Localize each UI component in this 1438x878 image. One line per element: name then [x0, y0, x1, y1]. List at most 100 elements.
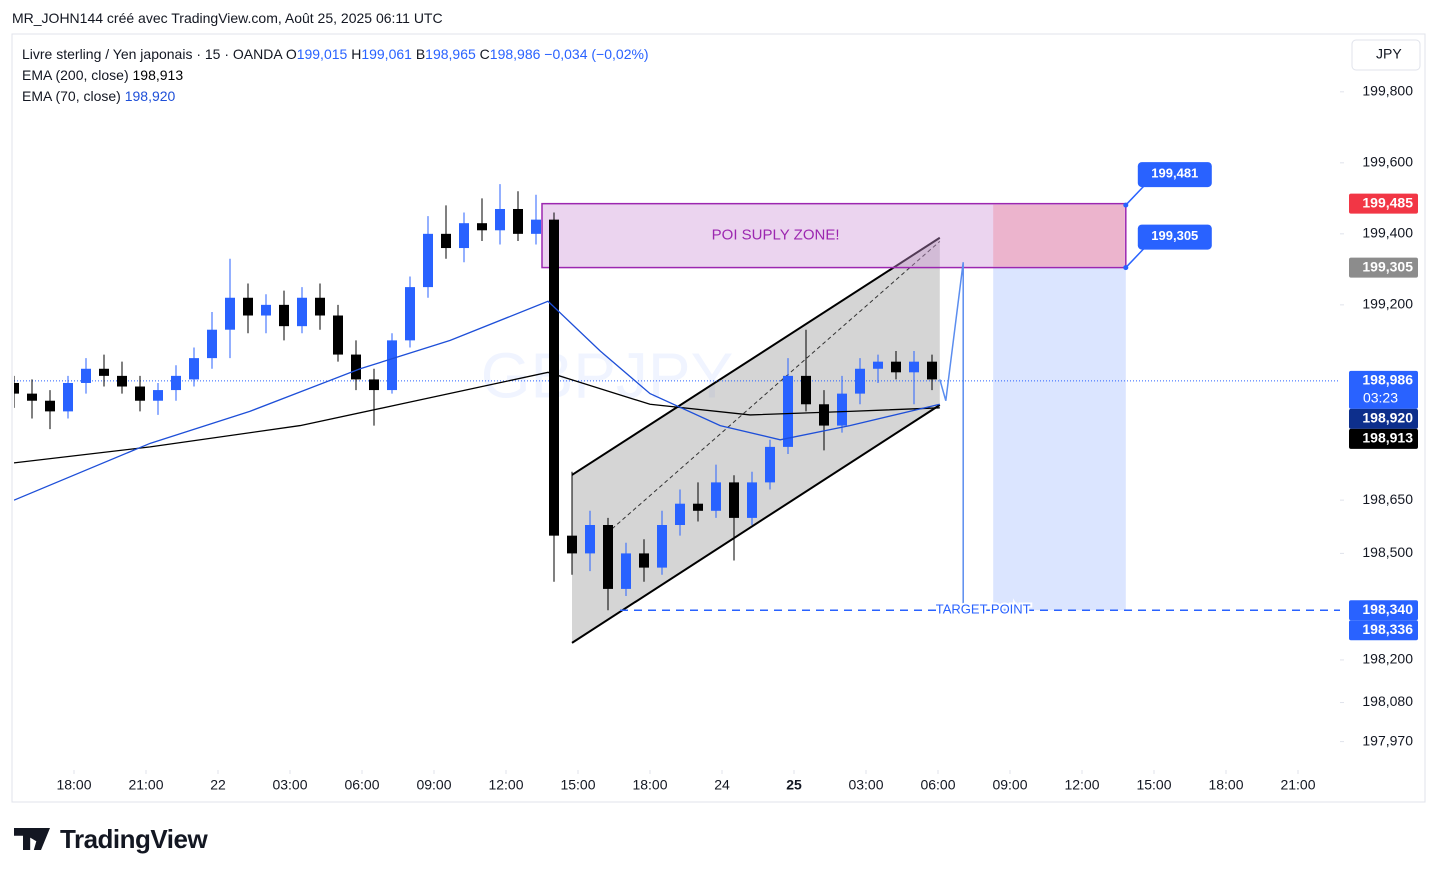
price-label-box [1349, 620, 1418, 641]
ohlc-key: O [285, 46, 297, 62]
candle-body [549, 219, 559, 536]
x-tick-label: 09:00 [992, 777, 1027, 793]
y-tick-label: 198,200 [1362, 651, 1413, 667]
y-tick-label: 197,970 [1362, 732, 1413, 748]
price-label: 199,305 [1362, 258, 1413, 274]
candle-body [27, 393, 37, 401]
author-line: MR_JOHN144 créé avec TradingView.com, Ao… [12, 10, 443, 26]
candle-body [441, 233, 451, 249]
candle-body [675, 503, 685, 525]
price-label-box [1349, 370, 1418, 409]
change: −0,034 (−0,02%) [544, 46, 649, 62]
ohlc-value: 199,061 [361, 46, 412, 62]
price-label-box [1349, 408, 1418, 429]
candle-body [279, 304, 289, 327]
candle-body [855, 368, 865, 394]
x-tick-label: 25 [786, 777, 802, 793]
candle-body [423, 233, 433, 288]
currency-box [1351, 39, 1421, 71]
y-tick-label: 199,400 [1362, 225, 1413, 241]
candle-body [711, 482, 721, 511]
candle-body [315, 297, 325, 316]
candle-body [243, 297, 253, 316]
x-tick-label: 06:00 [920, 777, 955, 793]
candle-body [405, 287, 415, 341]
candle-body [765, 446, 775, 483]
candle-body [351, 354, 361, 380]
ohlc-key: H [351, 46, 362, 62]
candle-body [171, 375, 181, 391]
candle-body [297, 297, 307, 327]
callout-leader [1125, 246, 1147, 269]
price-label-box [1349, 257, 1418, 278]
x-tick-label: 03:00 [848, 777, 883, 793]
candle-body [261, 304, 271, 316]
y-tick-label: 199,200 [1362, 296, 1413, 312]
candle-body [513, 208, 523, 234]
ohlc-key: C [479, 46, 490, 62]
y-tick-label: 199,800 [1362, 83, 1413, 99]
candle-body [891, 361, 901, 373]
ohlc-key: B [415, 46, 426, 62]
candle-body [99, 368, 109, 376]
candle-body [459, 223, 469, 249]
price-label: 198,913 [1362, 430, 1413, 446]
candle-body [531, 219, 541, 234]
y-tick-label: 198,650 [1362, 491, 1413, 507]
candle-body [117, 375, 127, 387]
x-tick-label: 09:00 [416, 777, 451, 793]
ema-line [14, 371, 940, 464]
price-countdown: 03:23 [1363, 390, 1398, 406]
price-label-box [1349, 193, 1418, 214]
x-tick-label: 18:00 [632, 777, 667, 793]
candle-body [333, 315, 343, 355]
x-tick-label: 24 [714, 777, 730, 793]
callout-label: 199,305 [1151, 228, 1198, 243]
price-label: 198,986 [1362, 372, 1413, 388]
x-tick-label: 12:00 [1064, 777, 1099, 793]
candle-body [909, 361, 919, 373]
logo-text: TradingView [60, 824, 208, 854]
candle-body [207, 329, 217, 359]
symbol: Livre sterling / Yen japonais · 15 · OAN… [22, 46, 282, 62]
callout-anchor [1123, 202, 1129, 208]
ohlc-value: 199,015 [296, 46, 348, 62]
x-tick-label: 21:00 [1280, 777, 1315, 793]
symbol-line: Livre sterling / Yen japonais · 15 · OAN… [22, 44, 649, 65]
x-tick-label: 03:00 [272, 777, 307, 793]
candle-body [729, 482, 739, 518]
candle-body [81, 368, 91, 383]
zone-label: POI SUPLY ZONE! [712, 227, 840, 244]
supply-zone [541, 202, 1127, 269]
candle-body [14, 382, 19, 394]
candle-body [873, 361, 883, 369]
channel-upper [571, 236, 941, 476]
candle-body [837, 393, 847, 426]
ema-value: 198,913 [132, 67, 184, 83]
plot: GBPJPY POI SUPLY ZONE! TARGET POINT [14, 184, 1340, 644]
candle-body [801, 375, 811, 405]
legend: Livre sterling / Yen japonais · 15 · OAN… [22, 44, 649, 107]
watermark: GBPJPY [481, 340, 734, 412]
currency: JPY [1376, 46, 1402, 62]
callout-leader [1125, 183, 1147, 206]
channel-mid [611, 240, 941, 530]
callout-box [1137, 224, 1212, 250]
ohlc-value: 198,965 [425, 46, 476, 62]
candle-body [603, 525, 613, 589]
x-tick-label: 21:00 [128, 777, 163, 793]
price-label: 198,336 [1362, 621, 1413, 637]
candle-body [153, 390, 163, 401]
candle-body [387, 340, 397, 391]
stop-zone [993, 204, 1125, 267]
ema-value: 198,920 [124, 88, 176, 104]
candle-body [567, 535, 577, 554]
x-tick-label: 12:00 [488, 777, 523, 793]
ema-legend-item: EMA (70, close) 198,920 [22, 86, 649, 107]
projection-line [939, 262, 964, 611]
chart-frame [11, 33, 1426, 803]
candle-body [657, 525, 667, 568]
candle-body [783, 375, 793, 447]
candle-body [639, 553, 649, 568]
